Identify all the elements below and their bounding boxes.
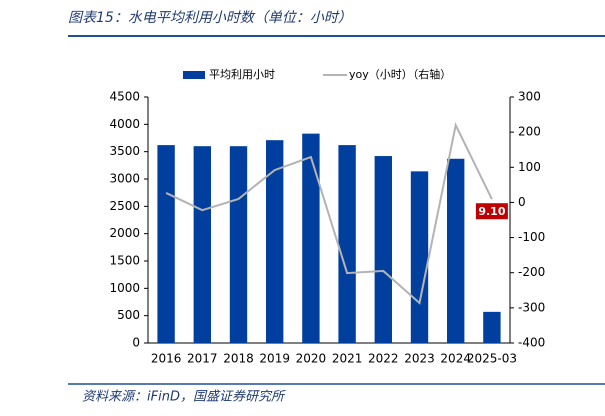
y2-tick-label: 300 [518, 90, 541, 104]
bar [266, 140, 284, 343]
y-tick-label: 4000 [109, 117, 140, 131]
y2-tick-label: -100 [518, 230, 545, 244]
y-tick-label: 0 [132, 336, 140, 350]
legend-label: 平均利用小时 [209, 68, 275, 81]
x-tick-label: 2025-03 [467, 352, 517, 366]
x-tick-label: 2018 [223, 352, 254, 366]
y-tick-label: 4500 [109, 90, 140, 104]
y2-tick-label: 100 [518, 160, 541, 174]
bar [193, 146, 211, 343]
legend-swatch [183, 71, 205, 79]
x-tick-label: 2020 [296, 352, 327, 366]
y2-tick-label: -400 [518, 336, 545, 350]
y2-tick-label: 200 [518, 125, 541, 139]
x-tick-label: 2024 [440, 352, 471, 366]
x-tick-label: 2021 [332, 352, 363, 366]
y-tick-label: 2500 [109, 199, 140, 213]
y2-tick-label: -300 [518, 300, 545, 314]
bar [410, 171, 429, 343]
value-label: 9.10 [478, 205, 505, 218]
y-tick-label: 1000 [109, 281, 140, 295]
y-tick-label: 2000 [109, 226, 140, 240]
legend-label: yoy（小时）（右轴） [349, 67, 451, 81]
x-tick-label: 2019 [259, 352, 290, 366]
x-tick-label: 2023 [404, 352, 435, 366]
line [165, 122, 493, 305]
x-tick-label: 2022 [368, 352, 399, 366]
chart-title: 图表15：水电平均利用小时数（单位：小时） [68, 10, 352, 26]
y-tick-label: 1500 [109, 254, 140, 268]
bar [447, 158, 465, 343]
bar [483, 311, 501, 343]
y-tick-label: 3000 [109, 172, 140, 186]
y2-tick-label: -200 [518, 265, 545, 279]
bar [338, 145, 356, 343]
bar [157, 145, 175, 343]
value-label-box [475, 203, 508, 220]
bar [302, 133, 320, 343]
x-tick-label: 2017 [187, 352, 218, 366]
source-note: 资料来源：iFinD，国盛证券研究所 [82, 389, 286, 405]
bar [229, 146, 248, 343]
bar [374, 156, 392, 343]
y-tick-label: 500 [117, 308, 140, 322]
y2-tick-label: 0 [518, 195, 526, 209]
x-tick-label: 2016 [151, 352, 182, 366]
y-tick-label: 3500 [109, 144, 140, 158]
